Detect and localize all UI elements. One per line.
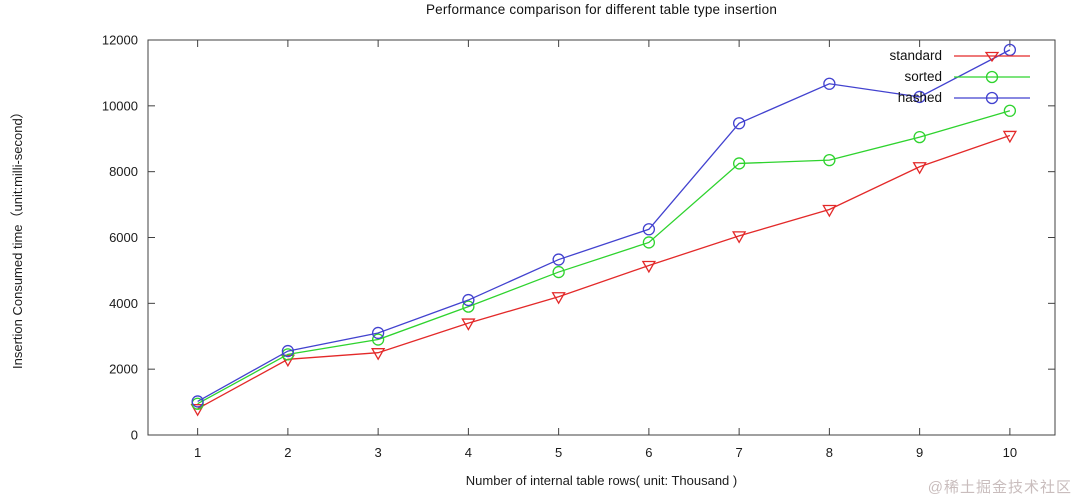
marker-hashed	[371, 326, 385, 340]
marker-hashed	[913, 90, 926, 104]
legend-label-standard: standard	[889, 48, 942, 63]
chart-title: Performance comparison for different tab…	[425, 2, 778, 17]
x-tick-label: 6	[645, 445, 652, 460]
watermark: @稀土掘金技术社区	[927, 479, 1072, 496]
marker-sorted	[552, 265, 565, 279]
marker-standard	[732, 231, 747, 244]
marker-standard	[641, 260, 657, 274]
y-tick-label: 8000	[109, 164, 138, 179]
x-tick-label: 3	[375, 445, 382, 460]
marker-standard	[190, 404, 205, 417]
x-tick-label: 9	[916, 445, 923, 460]
y-tick-label: 4000	[109, 296, 138, 311]
marker-hashed	[732, 117, 746, 130]
y-tick-label: 10000	[102, 98, 138, 113]
y-axis-label: Insertion Consumed time（unit:milli-secon…	[10, 105, 25, 370]
y-tick-label: 0	[131, 428, 138, 443]
series-line-sorted	[197, 110, 1011, 405]
x-tick-label: 5	[555, 445, 562, 460]
marker-sorted	[642, 236, 656, 249]
y-tick-label: 6000	[109, 230, 138, 245]
y-tick-label: 12000	[102, 33, 138, 48]
x-tick-label: 1	[194, 445, 201, 460]
marker-standard	[912, 162, 927, 175]
marker-standard	[551, 292, 566, 305]
marker-hashed	[462, 293, 475, 307]
marker-standard	[280, 354, 296, 368]
marker-sorted	[462, 300, 475, 313]
marker-sorted	[823, 153, 836, 167]
legend-line-triangle-icon	[954, 51, 1030, 62]
marker-hashed	[281, 344, 295, 358]
marker-hashed	[191, 395, 204, 408]
marker-hashed	[823, 77, 836, 90]
legend-item-sorted: sorted	[889, 66, 1032, 87]
marker-sorted	[371, 333, 385, 346]
marker-sorted	[732, 157, 746, 170]
marker-hashed	[642, 223, 656, 236]
x-tick-label: 10	[1003, 445, 1017, 460]
series-line-standard	[197, 134, 1011, 410]
legend-item-standard: standard	[889, 45, 1032, 66]
x-tick-label: 2	[284, 445, 291, 460]
x-tick-label: 7	[736, 445, 743, 460]
legend-line-circle-icon	[954, 91, 1030, 104]
marker-standard	[822, 204, 837, 218]
y-tick-label: 2000	[109, 362, 138, 377]
marker-hashed	[552, 253, 565, 266]
x-axis-label: Number of internal table rows( unit: Tho…	[465, 473, 738, 488]
plot-frame	[147, 39, 1056, 436]
series-line-hashed	[197, 49, 1011, 402]
marker-sorted	[913, 130, 926, 144]
legend-label-sorted: sorted	[904, 69, 942, 84]
legend-line-circle-icon	[954, 70, 1030, 83]
legend-label-hashed: hashed	[897, 90, 942, 105]
legend-item-hashed: hashed	[889, 87, 1032, 108]
legend: standard sorted hashed	[889, 45, 1032, 108]
marker-sorted	[1003, 104, 1017, 117]
marker-standard	[1002, 130, 1017, 144]
x-tick-label: 8	[826, 445, 833, 460]
marker-standard	[461, 318, 476, 331]
x-tick-label: 4	[465, 445, 472, 460]
marker-standard	[371, 348, 386, 361]
